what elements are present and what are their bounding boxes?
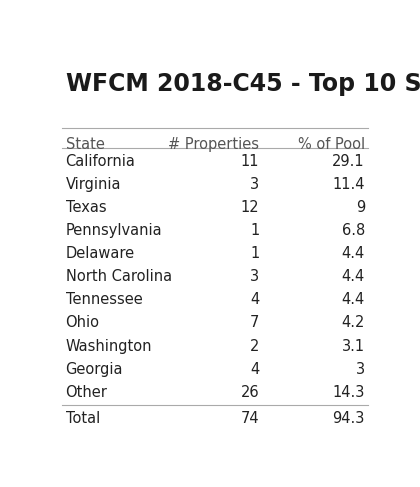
Text: % of Pool: % of Pool bbox=[298, 137, 365, 152]
Text: Pennsylvania: Pennsylvania bbox=[66, 223, 162, 238]
Text: Delaware: Delaware bbox=[66, 246, 135, 262]
Text: Total: Total bbox=[66, 411, 100, 426]
Text: 11: 11 bbox=[241, 154, 259, 169]
Text: 12: 12 bbox=[241, 200, 259, 215]
Text: 4.4: 4.4 bbox=[342, 246, 365, 262]
Text: # Properties: # Properties bbox=[168, 137, 259, 152]
Text: 26: 26 bbox=[241, 385, 259, 400]
Text: 74: 74 bbox=[241, 411, 259, 426]
Text: WFCM 2018-C45 - Top 10 States: WFCM 2018-C45 - Top 10 States bbox=[66, 72, 420, 95]
Text: 4: 4 bbox=[250, 362, 259, 376]
Text: 9: 9 bbox=[356, 200, 365, 215]
Text: Washington: Washington bbox=[66, 338, 152, 354]
Text: 3: 3 bbox=[356, 362, 365, 376]
Text: 94.3: 94.3 bbox=[333, 411, 365, 426]
Text: California: California bbox=[66, 154, 135, 169]
Text: Tennessee: Tennessee bbox=[66, 292, 142, 307]
Text: 3.1: 3.1 bbox=[342, 338, 365, 354]
Text: Ohio: Ohio bbox=[66, 316, 100, 331]
Text: 2: 2 bbox=[250, 338, 259, 354]
Text: 4: 4 bbox=[250, 292, 259, 307]
Text: State: State bbox=[66, 137, 105, 152]
Text: Other: Other bbox=[66, 385, 108, 400]
Text: 3: 3 bbox=[250, 269, 259, 284]
Text: 1: 1 bbox=[250, 246, 259, 262]
Text: 4.4: 4.4 bbox=[342, 269, 365, 284]
Text: 7: 7 bbox=[250, 316, 259, 331]
Text: 14.3: 14.3 bbox=[333, 385, 365, 400]
Text: 6.8: 6.8 bbox=[342, 223, 365, 238]
Text: 29.1: 29.1 bbox=[332, 154, 365, 169]
Text: 1: 1 bbox=[250, 223, 259, 238]
Text: Texas: Texas bbox=[66, 200, 106, 215]
Text: North Carolina: North Carolina bbox=[66, 269, 172, 284]
Text: Georgia: Georgia bbox=[66, 362, 123, 376]
Text: Virginia: Virginia bbox=[66, 177, 121, 192]
Text: 3: 3 bbox=[250, 177, 259, 192]
Text: 4.4: 4.4 bbox=[342, 292, 365, 307]
Text: 4.2: 4.2 bbox=[341, 316, 365, 331]
Text: 11.4: 11.4 bbox=[333, 177, 365, 192]
